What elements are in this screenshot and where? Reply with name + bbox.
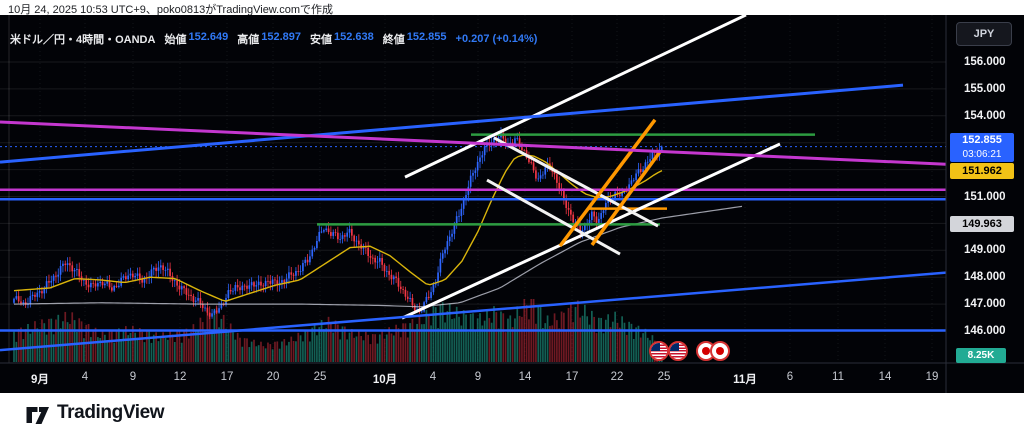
tradingview-logo-icon xyxy=(26,406,49,424)
time-axis-label: 4 xyxy=(429,371,437,383)
open-value: 152.649 xyxy=(188,31,229,43)
change-value: +0.207 (+0.14%) xyxy=(455,33,538,45)
price-axis-label: 156.000 xyxy=(964,56,1006,68)
time-axis-label: 9月 xyxy=(31,374,49,386)
price-axis-label: 147.000 xyxy=(964,298,1006,311)
tradingview-logo[interactable]: TradingView xyxy=(26,402,165,424)
price-axis-label: 151.000 xyxy=(964,190,1006,203)
close-label: 終値 xyxy=(382,34,405,46)
orange-rising-steep-2 xyxy=(590,150,662,246)
white-rising-channel-lower xyxy=(401,142,781,320)
price-axis-label: 154.000 xyxy=(964,109,1006,122)
low-value: 152.638 xyxy=(333,31,374,43)
time-axis-label: 4 xyxy=(81,371,89,383)
orange-rising-steep-1 xyxy=(558,118,657,248)
price-axis-label: 149.000 xyxy=(964,244,1006,257)
magenta-falling xyxy=(0,120,946,166)
white-rising-channel-upper xyxy=(404,15,747,179)
tradingview-logo-text: TradingView xyxy=(57,402,165,423)
jp-flag-event-icon[interactable] xyxy=(710,341,730,361)
us-flag-event-icon[interactable] xyxy=(668,341,688,361)
price-axis-label: 146.000 xyxy=(964,325,1006,337)
time-axis-label: 11月 xyxy=(733,374,757,386)
high-label: 高値 xyxy=(237,34,260,46)
price-axis-label: 155.000 xyxy=(964,82,1006,95)
time-axis-label: 14 xyxy=(518,371,532,383)
low-label: 安値 xyxy=(309,34,332,46)
white-falling-channel-upper xyxy=(493,136,659,228)
footer: TradingView xyxy=(0,393,1024,441)
symbol-title[interactable]: 米ドル／円・4時間・OANDA xyxy=(10,34,156,46)
price-axis-label: 148.000 xyxy=(964,271,1006,284)
ma-price-badge: 151.962 xyxy=(950,162,1014,179)
blue-rising-low xyxy=(0,271,946,352)
time-axis-label: 20 xyxy=(266,371,280,383)
symbol-info-bar[interactable]: 米ドル／円・4時間・OANDA 始値 152.649 高値 152.897 安値 15… xyxy=(10,31,537,47)
time-axis-label: 17 xyxy=(220,371,234,383)
currency-toggle-button[interactable]: JPY xyxy=(956,22,1012,46)
us-flag-event-icon[interactable] xyxy=(649,341,669,361)
time-axis-label: 10月 xyxy=(372,374,398,386)
time-axis-label: 17 xyxy=(565,371,579,383)
bar-countdown: 03:06:21 xyxy=(962,148,1002,160)
time-axis-label: 11 xyxy=(832,371,844,383)
white-falling-channel-lower xyxy=(486,178,621,256)
drawing-price-badge: 149.963 xyxy=(950,216,1014,233)
high-value: 152.897 xyxy=(261,31,301,43)
time-axis-label: 25 xyxy=(313,371,327,383)
time-axis-label: 6 xyxy=(786,371,794,383)
time-axis-label: 19 xyxy=(925,371,939,383)
time-axis-label: 22 xyxy=(610,371,624,383)
attribution-text: 10月 24, 2025 10:53 UTC+9、poko0813がTradin… xyxy=(8,4,333,16)
drawings-layer xyxy=(0,15,946,352)
time-axis-label: 12 xyxy=(173,371,187,383)
plot-layers xyxy=(0,15,946,363)
time-axis-label: 9 xyxy=(474,371,482,383)
volume-layer xyxy=(13,299,663,362)
last-price-badge: 152.855 03:06:21 xyxy=(950,132,1014,162)
chart-shell: 米ドル／円・4時間・OANDA 始値 152.649 高値 152.897 安値 15… xyxy=(0,15,1024,393)
time-axis-label: 14 xyxy=(878,371,892,383)
volume-badge: 8.25K xyxy=(956,348,1006,363)
chart-plot-area[interactable] xyxy=(0,15,1024,393)
MA slow (gray) xyxy=(13,205,743,308)
time-axis-label: 25 xyxy=(657,371,671,383)
last-price-value: 152.855 xyxy=(962,133,1002,146)
blue-rising-long xyxy=(0,83,904,164)
close-value: 152.855 xyxy=(406,31,447,43)
open-label: 始値 xyxy=(164,34,187,46)
time-axis-label: 9 xyxy=(129,371,137,383)
